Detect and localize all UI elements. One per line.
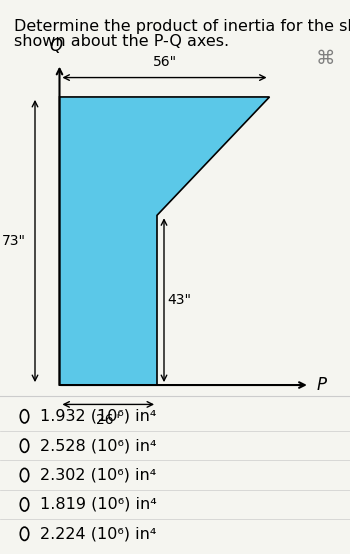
Text: 2.224 (10⁶) in⁴: 2.224 (10⁶) in⁴: [40, 526, 157, 541]
Polygon shape: [60, 97, 270, 385]
Text: ⌘: ⌘: [316, 49, 335, 68]
Text: 43": 43": [168, 293, 191, 307]
Text: P: P: [317, 376, 327, 394]
Text: 73": 73": [2, 234, 26, 248]
Text: 1.819 (10⁶) in⁴: 1.819 (10⁶) in⁴: [40, 497, 157, 512]
Text: 2.528 (10⁶) in⁴: 2.528 (10⁶) in⁴: [40, 438, 157, 453]
Text: Determine the product of inertia for the shaded area: Determine the product of inertia for the…: [14, 19, 350, 34]
Text: Q: Q: [49, 38, 63, 55]
Text: 26": 26": [96, 413, 120, 427]
Text: shown about the P-Q axes.: shown about the P-Q axes.: [14, 34, 229, 49]
Text: 56": 56": [153, 55, 176, 69]
Text: 1.932 (10⁶) in⁴: 1.932 (10⁶) in⁴: [40, 409, 157, 424]
Text: 2.302 (10⁶) in⁴: 2.302 (10⁶) in⁴: [40, 468, 156, 483]
